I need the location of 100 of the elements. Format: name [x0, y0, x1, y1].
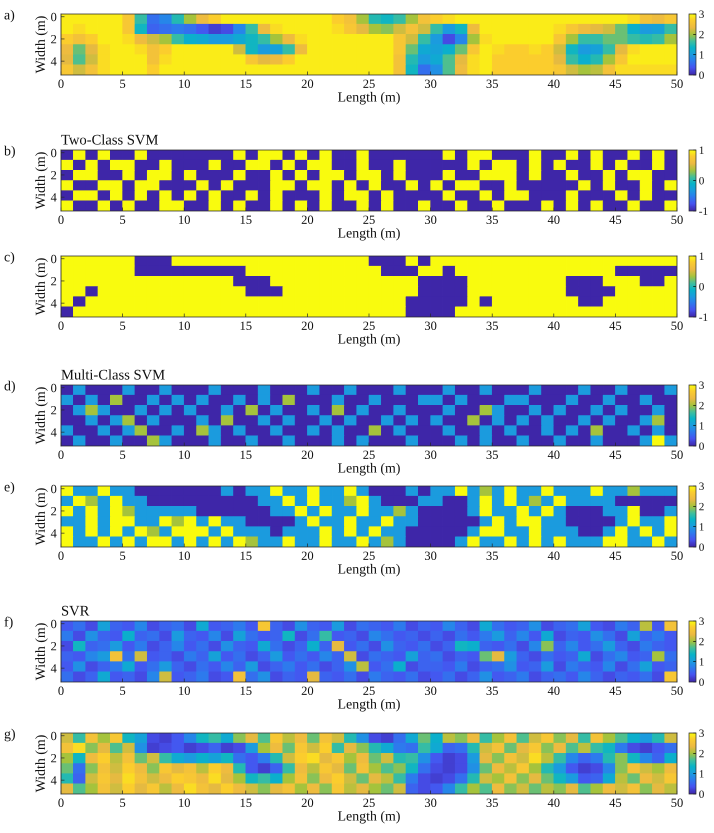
color-bar-label: 1: [700, 523, 704, 531]
x-tick-label: 10: [179, 322, 190, 330]
y-tick-label: 4: [50, 299, 57, 308]
y-axis-title: Width (m): [35, 387, 48, 444]
y-tick-label: 4: [50, 664, 57, 672]
x-tick-label: 45: [609, 450, 622, 459]
x-tick-label: 10: [179, 216, 190, 224]
x-tick-label: 15: [240, 686, 252, 695]
x-tick-label: 50: [671, 686, 683, 695]
y-tick-label: 0: [51, 12, 56, 22]
x-tick-label: 45: [609, 686, 622, 695]
x-tick-label: 40: [548, 216, 560, 224]
color-bar-label: 3: [699, 482, 704, 490]
x-tick-label: 45: [609, 552, 622, 560]
x-tick-label: 40: [548, 322, 560, 330]
x-tick-label: 50: [671, 322, 683, 330]
x-tick-label: 0: [58, 216, 64, 224]
x-tick-label: 20: [302, 216, 314, 224]
color-bar-label: 0: [699, 282, 704, 290]
x-tick-label: 20: [302, 686, 314, 695]
x-axis-title: Length (m): [338, 698, 400, 712]
x-tick-label: 0: [58, 552, 64, 560]
chart-title: Two-Class SVM: [61, 134, 158, 145]
text: f): [4, 616, 13, 630]
x-tick-label: 40: [548, 450, 560, 459]
y-axis-title: Width (m): [35, 152, 48, 210]
x-tick-label: 15: [240, 450, 252, 459]
color-bar-label: 1: [700, 422, 704, 430]
color-bar-label: -1: [699, 208, 708, 215]
color-bar-label: 0: [699, 678, 704, 686]
x-tick-label: 35: [486, 450, 498, 459]
y-tick-label: 0: [51, 254, 56, 264]
color-bar-label: 3: [699, 10, 704, 18]
color-bar-label: 3: [699, 617, 704, 625]
x-tick-label: 35: [486, 80, 498, 88]
color-bar-label: 2: [699, 638, 704, 646]
x-tick-label: 45: [609, 798, 622, 807]
x-tick-label: 50: [671, 450, 683, 459]
x-tick-label: 25: [363, 322, 375, 330]
x-tick-label: 10: [179, 798, 190, 807]
x-tick-label: 10: [179, 450, 190, 459]
x-tick-label: 20: [302, 450, 314, 459]
text: c): [4, 252, 14, 264]
color-bar-label: 0: [699, 790, 704, 798]
x-tick-label: 40: [548, 80, 560, 88]
x-tick-label: 30: [424, 552, 436, 560]
color-bar-label: 1: [700, 146, 704, 154]
y-axis-title: Width (m): [35, 623, 48, 680]
color-bar-label: 0: [699, 176, 704, 184]
x-tick-label: 5: [120, 216, 126, 224]
x-axis-title: Length (m): [338, 92, 400, 105]
x-tick-label: 35: [486, 798, 498, 807]
x-tick-label: 35: [486, 216, 498, 224]
x-tick-label: 35: [486, 686, 498, 695]
x-tick-label: 30: [424, 798, 436, 807]
color-bar-label: 0: [699, 543, 704, 551]
y-tick-label: 2: [51, 642, 56, 650]
text: g): [4, 728, 15, 742]
y-tick-label: 4: [50, 776, 57, 784]
color-bar-label: 3: [699, 381, 704, 389]
x-tick-label: 5: [120, 450, 126, 459]
y-tick-label: 2: [51, 754, 56, 762]
x-tick-label: 35: [486, 552, 498, 560]
x-tick-label: 40: [548, 686, 560, 695]
y-tick-label: 2: [51, 406, 56, 414]
y-tick-label: 2: [51, 171, 56, 180]
x-tick-label: 5: [120, 552, 126, 560]
x-tick-label: 10: [179, 80, 190, 88]
y-tick-label: 2: [51, 35, 56, 44]
x-tick-label: 10: [179, 552, 190, 560]
x-tick-label: 30: [424, 450, 436, 459]
color-bar-label: 0: [699, 442, 704, 450]
x-tick-label: 35: [486, 322, 498, 330]
x-tick-label: 30: [424, 686, 436, 695]
y-axis-title: Width (m): [35, 488, 48, 546]
x-tick-label: 15: [240, 322, 252, 330]
x-axis-title: Length (m): [338, 810, 400, 824]
x-tick-label: 40: [548, 798, 560, 807]
x-tick-label: 15: [240, 80, 252, 88]
x-tick-label: 50: [671, 552, 683, 560]
x-tick-label: 45: [609, 322, 622, 330]
x-tick-label: 25: [363, 450, 375, 459]
color-bar-label: 3: [699, 729, 704, 737]
chart-title: SVR: [62, 606, 90, 616]
y-tick-label: 0: [51, 384, 56, 392]
text: d): [4, 380, 15, 394]
x-axis-title: Length (m): [338, 228, 400, 241]
x-tick-label: 25: [363, 552, 375, 560]
x-tick-label: 30: [424, 80, 436, 88]
y-tick-label: 4: [50, 57, 57, 66]
x-tick-label: 5: [120, 798, 126, 807]
color-bar-label: 1: [700, 658, 704, 666]
x-tick-label: 25: [363, 686, 375, 695]
x-tick-label: 0: [58, 450, 64, 459]
x-tick-label: 40: [548, 552, 560, 560]
color-bar-label: -1: [699, 314, 708, 321]
x-tick-label: 25: [363, 216, 375, 224]
x-tick-label: 5: [120, 80, 126, 88]
color-bar-label: 2: [699, 30, 704, 38]
color-bar-label: 2: [699, 402, 704, 410]
